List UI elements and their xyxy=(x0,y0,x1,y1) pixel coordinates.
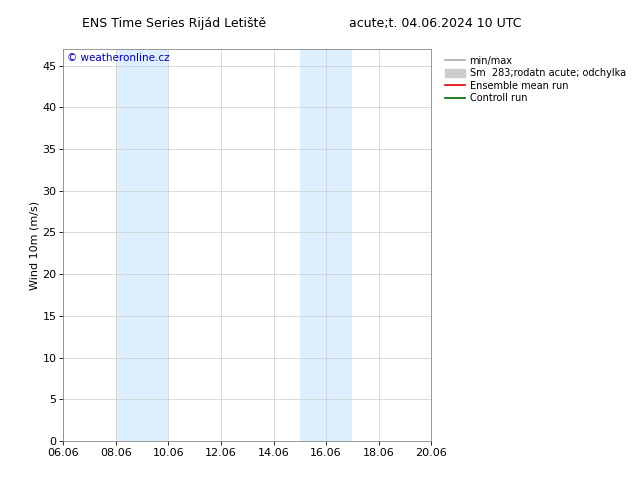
Legend: min/max, Sm  283;rodatn acute; odchylka, Ensemble mean run, Controll run: min/max, Sm 283;rodatn acute; odchylka, … xyxy=(443,54,628,105)
Text: ENS Time Series Rijád Letiště: ENS Time Series Rijád Letiště xyxy=(82,17,266,30)
Text: acute;t. 04.06.2024 10 UTC: acute;t. 04.06.2024 10 UTC xyxy=(349,17,521,30)
Bar xyxy=(116,49,169,441)
Y-axis label: Wind 10m (m/s): Wind 10m (m/s) xyxy=(30,200,39,290)
Bar xyxy=(300,49,353,441)
Text: © weatheronline.cz: © weatheronline.cz xyxy=(67,53,170,63)
